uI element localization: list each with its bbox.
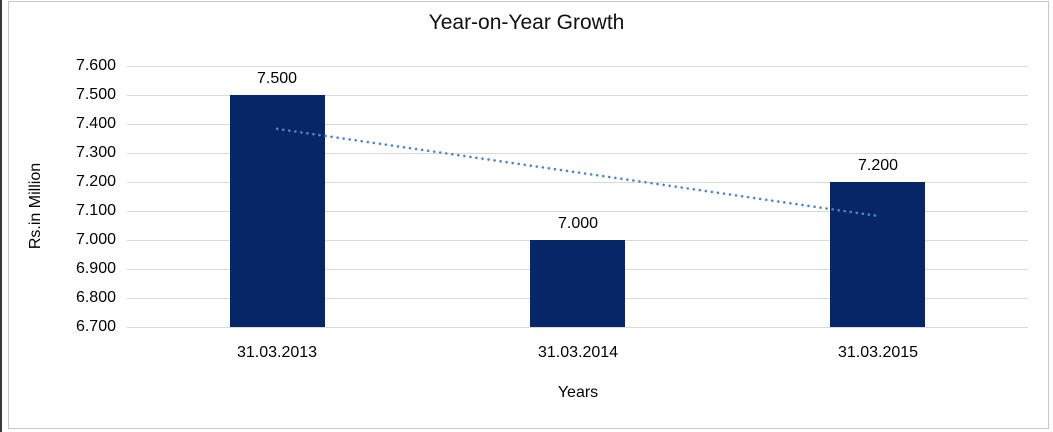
gridline <box>127 66 1028 67</box>
x-axis-category-label: 31.03.2013 <box>236 344 318 361</box>
y-axis-tick-label: 7.100 <box>75 202 116 219</box>
gridline <box>127 95 1028 96</box>
gridline <box>127 327 1028 328</box>
x-axis-category-label: 31.03.2014 <box>537 344 619 361</box>
gridline <box>127 124 1028 125</box>
y-axis-title: Rs.in Million <box>27 162 44 250</box>
y-axis-tick-label: 7.600 <box>75 57 116 74</box>
y-axis-tick-label: 7.000 <box>75 231 116 248</box>
chart-title: Year-on-Year Growth <box>428 11 625 34</box>
y-axis-tick-label: 6.700 <box>75 318 116 335</box>
y-axis-tick-label: 7.400 <box>75 115 116 132</box>
y-axis-tick-label: 7.300 <box>75 144 116 161</box>
x-axis-category-label: 31.03.2015 <box>837 344 919 361</box>
y-axis-tick-label: 7.200 <box>75 173 116 190</box>
y-axis-tick-label: 7.500 <box>75 86 116 103</box>
x-axis-title: Years <box>557 384 599 401</box>
bar <box>530 240 625 327</box>
data-label: 7.500 <box>256 70 298 87</box>
left-edge-border <box>0 0 2 432</box>
data-label: 7.200 <box>857 157 899 174</box>
bar <box>230 95 325 327</box>
y-axis-tick-label: 6.900 <box>75 260 116 277</box>
data-label: 7.000 <box>557 215 599 232</box>
y-axis-tick-label: 6.800 <box>75 289 116 306</box>
bar <box>830 182 925 327</box>
